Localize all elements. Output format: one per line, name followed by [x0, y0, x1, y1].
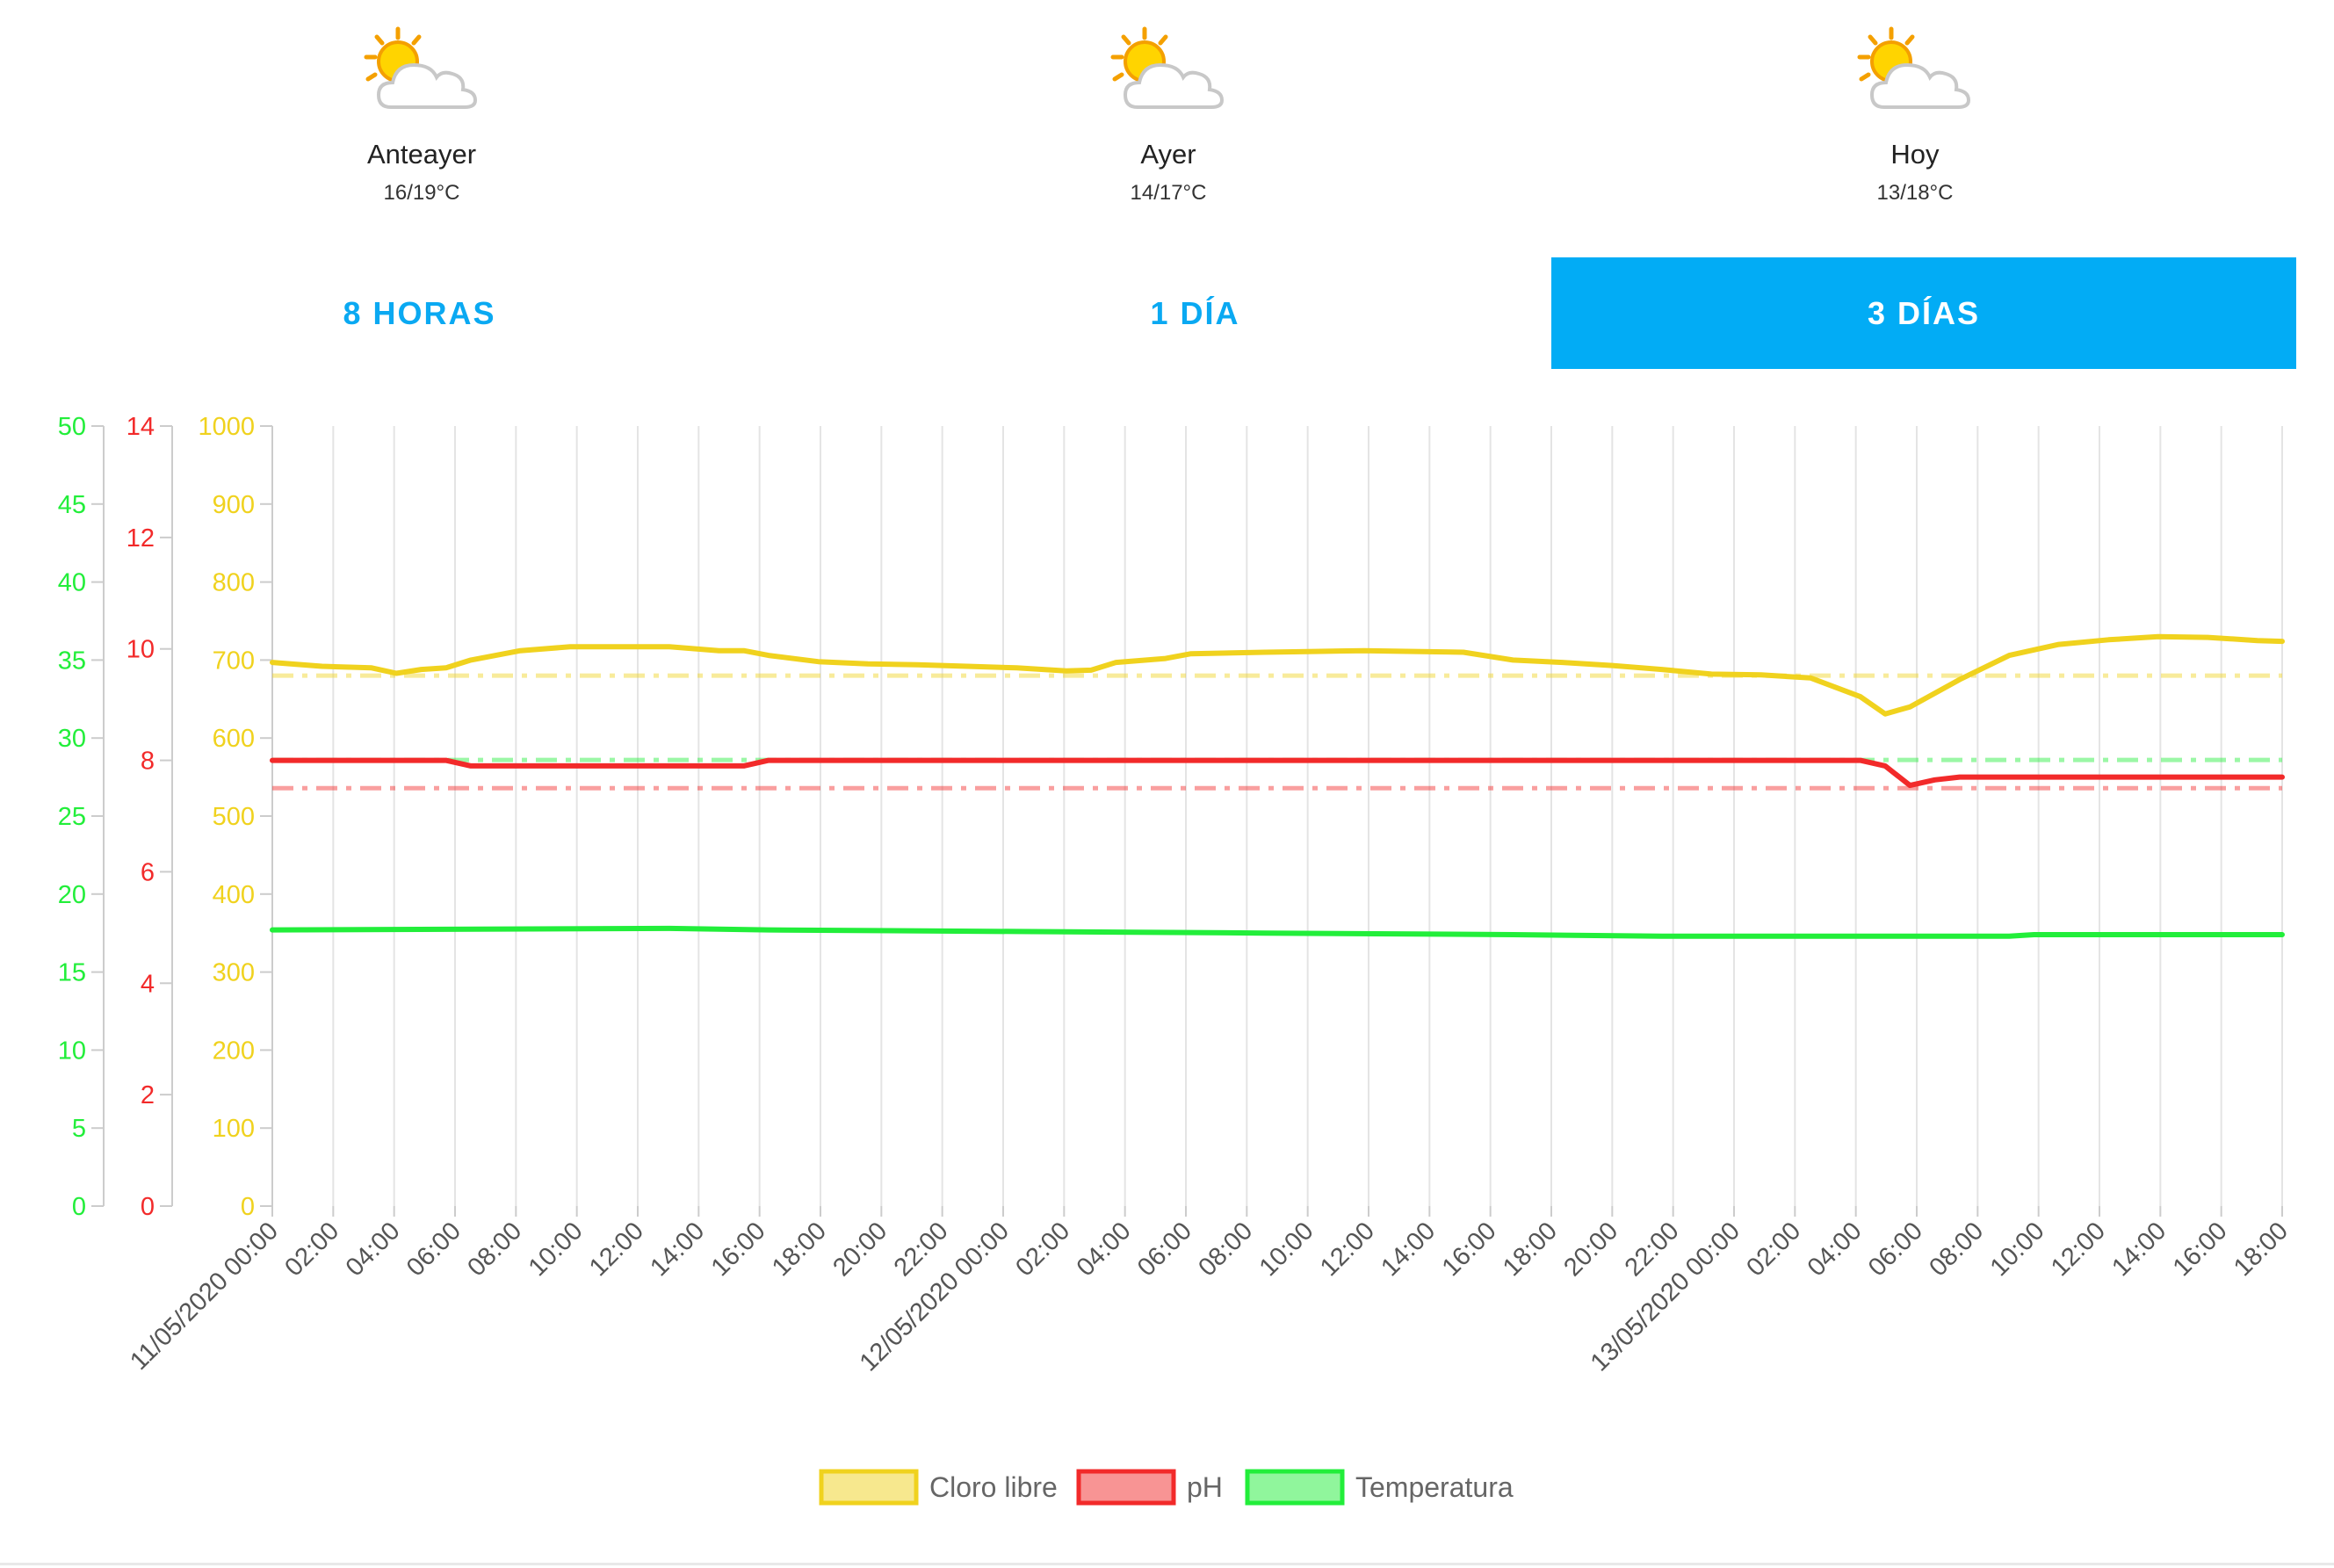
x-tick-label: 06:00: [1863, 1217, 1928, 1282]
day-name: Ayer: [1140, 139, 1196, 170]
cloro-tick-label: 800: [213, 569, 255, 597]
legend-swatch: [1245, 1469, 1345, 1506]
x-tick-label: 04:00: [1803, 1217, 1868, 1282]
ph-tick-label: 14: [126, 413, 155, 441]
bottom-divider: [0, 1563, 2334, 1565]
x-tick-label: 08:00: [1193, 1217, 1258, 1282]
x-tick-label: 16:00: [2168, 1217, 2233, 1282]
temp-tick-label: 20: [58, 881, 86, 909]
x-tick-label: 12:00: [584, 1217, 649, 1282]
ph-tick-label: 6: [141, 858, 155, 886]
x-tick-label: 20:00: [1558, 1217, 1623, 1282]
temp-tick-label: 30: [58, 725, 86, 753]
cloro-tick-label: 700: [213, 647, 255, 675]
x-tick-label: 14:00: [645, 1217, 710, 1282]
x-tick-label: 10:00: [1985, 1217, 2050, 1282]
ph-tick-label: 10: [126, 636, 155, 664]
legend-label: Temperatura: [1355, 1471, 1514, 1503]
ph-tick-label: 2: [141, 1081, 155, 1109]
chart-grid: [271, 426, 2283, 1217]
x-tick-label: 10:00: [524, 1217, 589, 1282]
cloro-tick-label: 600: [213, 725, 255, 753]
x-tick-label: 08:00: [462, 1217, 527, 1282]
cloro-tick-label: 0: [241, 1193, 255, 1221]
temp-tick-label: 10: [58, 1037, 86, 1065]
temp-tick-label: 15: [58, 959, 86, 987]
temp-tick-label: 40: [58, 569, 86, 597]
cloro-tick-label: 300: [213, 959, 255, 987]
x-tick-label: 02:00: [1010, 1217, 1075, 1282]
x-tick-label: 10:00: [1254, 1217, 1319, 1282]
time-range-tabs: 8 HORAS 1 DÍA 3 DÍAS: [0, 257, 2296, 369]
tab-3-dias[interactable]: 3 DÍAS: [1551, 257, 2296, 369]
x-tick-label: 18:00: [1498, 1217, 1563, 1282]
threshold-lines: [272, 673, 2282, 791]
x-tick-label: 04:00: [341, 1217, 406, 1282]
weather-day-hoy: Hoy 13/18°C: [1739, 26, 2091, 206]
series-lines: [270, 633, 2285, 939]
x-tick-label: 14:00: [1376, 1217, 1441, 1282]
x-tick-label: 12:00: [1315, 1217, 1380, 1282]
x-tick-label: 02:00: [279, 1217, 344, 1282]
temp-tick-label: 35: [58, 647, 86, 675]
ph-tick-label: 8: [141, 748, 155, 776]
temp-tick-label: 50: [58, 413, 86, 441]
sun-cloud-icon: [1110, 26, 1225, 109]
chart-legend: Cloro libre pH Temperatura: [819, 1469, 1514, 1506]
cloro-tick-label: 400: [213, 881, 255, 909]
x-tick-label: 18:00: [767, 1217, 832, 1282]
day-temperature: 16/19°C: [383, 181, 460, 205]
x-tick-label: 18:00: [2229, 1217, 2294, 1282]
day-temperature: 14/17°C: [1130, 181, 1207, 205]
ph-tick-label: 0: [141, 1193, 155, 1221]
temp-tick-label: 5: [72, 1115, 86, 1143]
ph-series-line: [270, 757, 2285, 789]
weather-forecast: Anteayer 16/19°C Ayer 14/17°C Hoy 13/1: [0, 0, 2334, 237]
temp-tick-label: 45: [58, 491, 86, 519]
x-tick-label: 14:00: [2106, 1217, 2171, 1282]
cloro-tick-label: 100: [213, 1115, 255, 1143]
legend-swatch: [819, 1469, 919, 1506]
temp-tick-label: 0: [72, 1193, 86, 1221]
weather-day-ayer: Ayer 14/17°C: [993, 26, 1344, 206]
temp-series-line: [270, 925, 2285, 939]
ph-tick-label: 4: [141, 970, 155, 998]
chart-axes: 0510152025303540455002468101214010020030…: [58, 413, 273, 1221]
x-tick-label: 11/05/2020 00:00: [125, 1217, 284, 1376]
cloro-tick-label: 500: [213, 803, 255, 831]
x-tick-label: 12:00: [2046, 1217, 2111, 1282]
ph-tick-label: 12: [126, 524, 155, 553]
day-name: Hoy: [1890, 139, 1940, 170]
sensor-line-chart: 0510152025303540455002468101214010020030…: [58, 413, 2294, 1506]
tab-8-horas[interactable]: 8 HORAS: [343, 295, 496, 331]
cloro-series-line: [270, 633, 2285, 717]
legend-label: Cloro libre: [929, 1471, 1058, 1503]
x-tick-label: 08:00: [1924, 1217, 1989, 1282]
x-tick-label: 20:00: [827, 1217, 892, 1282]
sun-cloud-icon: [1857, 26, 1971, 109]
temp-tick-label: 25: [58, 803, 86, 831]
x-tick-label: 16:00: [1437, 1217, 1502, 1282]
cloro-tick-label: 200: [213, 1037, 255, 1065]
tab-1-dia[interactable]: 1 DÍA: [1150, 295, 1240, 331]
x-axis-labels: 11/05/2020 00:0002:0004:0006:0008:0010:0…: [125, 1217, 2294, 1377]
x-tick-label: 06:00: [401, 1217, 466, 1282]
sun-cloud-icon: [364, 26, 478, 109]
legend-label: pH: [1187, 1471, 1223, 1503]
cloro-tick-label: 1000: [198, 413, 255, 441]
x-tick-label: 16:00: [706, 1217, 771, 1282]
x-tick-label: 04:00: [1072, 1217, 1137, 1282]
day-name: Anteayer: [366, 139, 477, 170]
x-tick-label: 06:00: [1132, 1217, 1197, 1282]
weather-day-anteayer: Anteayer 16/19°C: [246, 26, 597, 206]
cloro-tick-label: 900: [213, 491, 255, 519]
day-temperature: 13/18°C: [1876, 181, 1954, 205]
legend-swatch: [1076, 1469, 1176, 1506]
x-tick-label: 02:00: [1741, 1217, 1806, 1282]
